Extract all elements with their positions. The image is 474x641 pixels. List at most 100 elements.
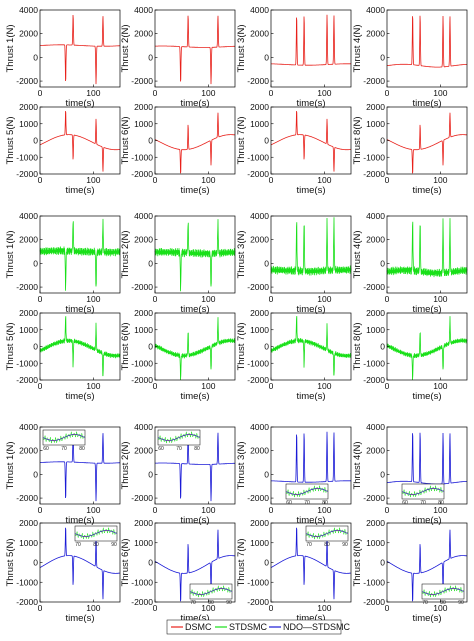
xtick-label: 100 (201, 505, 215, 515)
xtick-label: 0 (38, 381, 43, 391)
xtick-label: 100 (433, 175, 447, 185)
axes-box (154, 106, 236, 175)
xtick-label: 0 (153, 88, 158, 98)
xtick-label: 0 (153, 603, 158, 613)
ytick-label: 0 (380, 558, 385, 568)
ytick-label: 2000 (366, 446, 385, 456)
ytick-label: -2000 (16, 597, 38, 607)
ytick-label: 2000 (19, 518, 38, 528)
ytick-label: 1000 (19, 325, 38, 335)
ytick-label: -1000 (16, 152, 38, 162)
xtick-label: 0 (269, 381, 274, 391)
series-line-ndo—stdsmc (154, 529, 236, 602)
axes-box (39, 215, 121, 294)
xtick-label: 0 (153, 175, 158, 185)
axes-box (386, 312, 468, 381)
inset-line-stdsmc (421, 585, 465, 598)
y-axis-label: Thrust 5(N) (5, 538, 16, 586)
ytick-label: -2000 (363, 282, 385, 292)
series-line-stdsmc (154, 317, 236, 381)
axes-box (270, 215, 352, 294)
series-line-dsmc (155, 15, 235, 85)
ytick-label: 2000 (134, 446, 153, 456)
inset-tick-label: 90 (111, 542, 117, 548)
ytick-label: 0 (33, 52, 38, 62)
ytick-label: -2000 (363, 76, 385, 86)
x-axis-label: time(s) (180, 391, 209, 402)
ytick-label: 2000 (250, 446, 269, 456)
xtick-label: 100 (433, 294, 447, 304)
xtick-label: 100 (86, 603, 100, 613)
x-axis-label: time(s) (65, 98, 94, 109)
xtick-label: 100 (317, 88, 331, 98)
y-axis-label: Thrust 3(N) (236, 230, 247, 278)
ytick-label: -1000 (247, 152, 269, 162)
x-axis-label: time(s) (412, 304, 441, 315)
x-axis-label: time(s) (412, 391, 441, 402)
xtick-label: 0 (269, 505, 274, 515)
ytick-label: 0 (264, 342, 269, 352)
inset-tick-label: 70 (306, 542, 312, 548)
y-axis-label: Thrust 8(N) (352, 538, 363, 586)
inset-tick-label: 80 (324, 542, 330, 548)
x-axis-label: time(s) (412, 98, 441, 109)
series-line-dsmc (270, 14, 351, 66)
y-axis-label: Thrust 2(N) (120, 230, 131, 278)
inset-tick-label: 80 (93, 542, 99, 548)
xtick-label: 100 (433, 505, 447, 515)
inset-line-stdsmc (42, 431, 86, 444)
ytick-label: 2000 (366, 29, 385, 39)
ytick-label: 2000 (19, 308, 38, 318)
y-axis-label: Thrust 6(N) (120, 322, 131, 370)
xtick-label: 0 (269, 88, 274, 98)
xtick-label: 0 (385, 294, 390, 304)
ytick-label: -2000 (363, 375, 385, 385)
series-line-dsmc (386, 15, 468, 68)
xtick-label: 0 (38, 603, 43, 613)
xtick-label: 0 (38, 88, 43, 98)
inset-line-stdsmc (157, 431, 201, 444)
series-line-ndo—stdsmc (386, 529, 468, 602)
ytick-label: 4000 (134, 422, 153, 432)
inset-line-ndo (74, 530, 118, 537)
series-line-ndo—stdsmc (270, 527, 351, 600)
x-axis-label: time(s) (296, 185, 325, 196)
zoom-inset: 70 80 90 (189, 583, 233, 606)
y-axis-label: Thrust 6(N) (120, 538, 131, 586)
ytick-label: -2000 (247, 76, 269, 86)
xtick-label: 0 (269, 603, 274, 613)
xtick-label: 100 (86, 175, 100, 185)
series-line-ndo—stdsmc (270, 431, 351, 483)
ytick-label: 2000 (134, 518, 153, 528)
ytick-label: -2000 (247, 493, 269, 503)
ytick-label: 0 (264, 558, 269, 568)
ytick-label: 0 (380, 258, 385, 268)
y-axis-label: Thrust 2(N) (120, 441, 131, 489)
ytick-label: -2000 (131, 375, 153, 385)
xtick-label: 100 (201, 381, 215, 391)
legend-box (166, 619, 342, 635)
y-axis-label: Thrust 5(N) (5, 322, 16, 370)
series-line-ndo—stdsmc (155, 432, 235, 502)
y-axis-label: Thrust 4(N) (352, 441, 363, 489)
inset-line-ndo (285, 488, 329, 495)
ytick-label: 1000 (366, 538, 385, 548)
ytick-label: -2000 (363, 493, 385, 503)
ytick-label: 2000 (134, 29, 153, 39)
ytick-label: 0 (33, 136, 38, 146)
series-line-dsmc (154, 112, 235, 174)
y-axis-label: Thrust 3(N) (236, 441, 247, 489)
y-axis-label: Thrust 1(N) (5, 230, 16, 278)
xtick-label: 100 (433, 603, 447, 613)
ytick-label: -1000 (363, 152, 385, 162)
inset-line-ndo (157, 434, 201, 441)
